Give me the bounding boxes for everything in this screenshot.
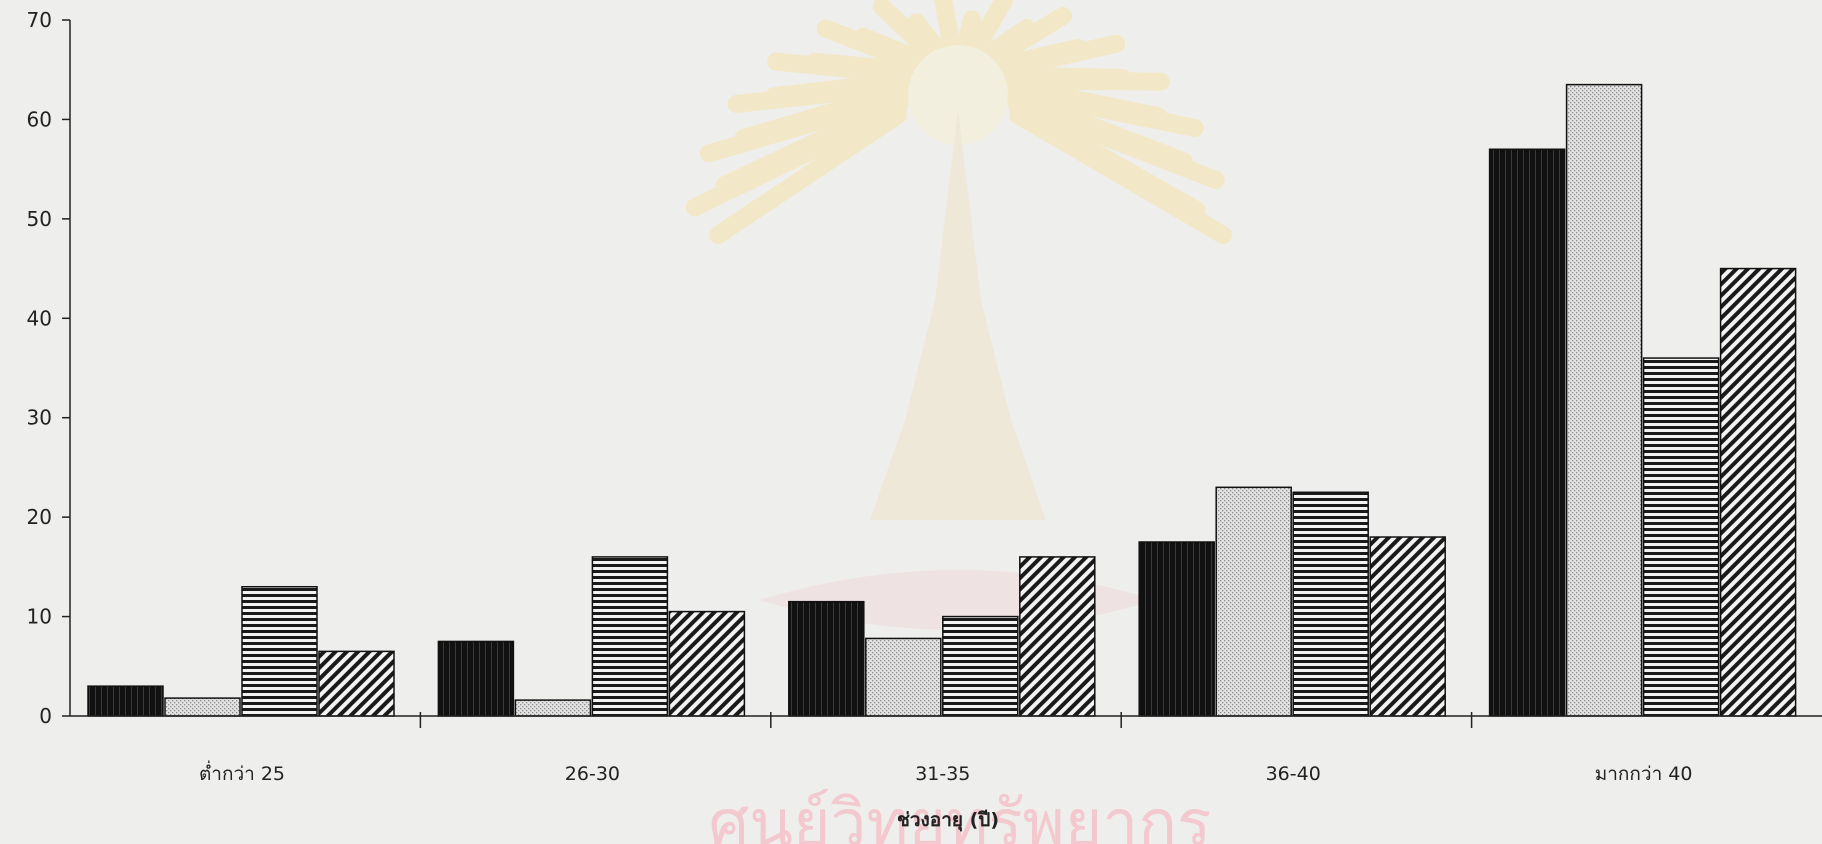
bar-light-dotted [1565,83,1643,717]
bar-light-dotted [1215,486,1292,717]
x-category-label: 26-30 [565,763,620,785]
seal-ray [805,52,932,81]
bar-horizontal-stripes [241,585,318,717]
bar-horizontal-stripes [591,556,669,717]
x-category-label: มากกว่า 40 [1595,763,1693,785]
x-axis-title: ช่วงอายุ (ปี) [897,809,999,832]
y-tick-label: 10 [27,605,52,629]
y-tick-label: 60 [27,107,52,131]
bar-diagonal-hatch [318,650,395,717]
bar-solid-black [788,600,865,717]
bar-horizontal-stripes [1642,357,1720,717]
x-axis-ticks [419,712,1473,728]
bar-horizontal-stripes [1292,491,1369,717]
bar-solid-black [437,640,515,717]
bars-group [87,83,1797,717]
x-category-label: ต่ำกว่า 25 [199,760,285,785]
y-tick-label: 40 [27,306,52,330]
axes-group [69,20,1822,717]
bar-light-dotted [164,697,241,717]
y-tick-label: 30 [27,406,52,430]
bar-light-dotted [514,699,592,717]
seal-ray [1007,93,1225,189]
x-axis-category-labels: ต่ำกว่า 25 26-30 31-35 36-40 มากกว่า 40 [199,760,1693,785]
x-category-label: 31-35 [915,763,970,785]
bar-light-dotted [865,637,942,717]
seal-center [908,45,1008,145]
seal-ray [715,93,909,195]
bar-solid-black [1138,541,1215,717]
x-category-label: 36-40 [1266,763,1321,785]
y-tick-label: 70 [27,8,52,32]
bar-solid-black [87,685,164,717]
y-tick-label: 0 [39,704,52,728]
seal-pagoda [870,110,1046,520]
watermark-text: ศูนย์วิทยทรัพยากร [709,787,1212,844]
seal-ray [734,81,914,148]
bar-diagonal-hatch [1019,556,1096,717]
watermark-seal-logo [685,0,1232,630]
seal-ray [972,7,1072,75]
y-axis-ticks: 0 10 20 30 40 50 60 70 [27,8,70,728]
seal-ray [709,106,907,244]
bar-solid-black [1488,148,1566,717]
seal-ray [765,71,922,106]
y-tick-label: 50 [27,207,52,231]
seal-ray [1002,81,1204,137]
bar-diagonal-hatch [1369,536,1446,717]
seal-ray [994,71,1171,91]
bar-diagonal-hatch [668,610,746,717]
bar-diagonal-hatch [1719,267,1797,717]
seal-ray [1009,106,1232,244]
y-tick-label: 20 [27,505,52,529]
bar-horizontal-stripes [942,615,1019,717]
